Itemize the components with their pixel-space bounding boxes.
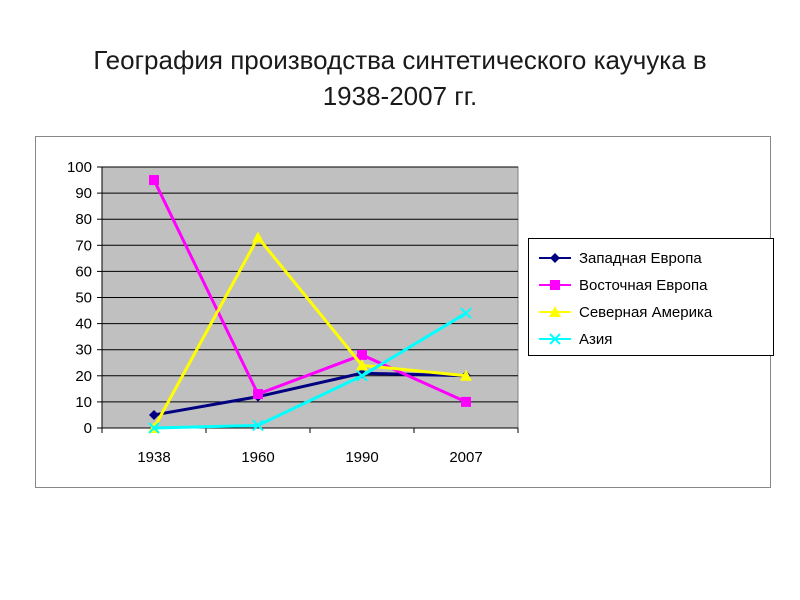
y-tick-label-60: 60 <box>75 263 92 280</box>
y-tick-label-80: 80 <box>75 211 92 228</box>
y-tick-label-30: 30 <box>75 342 92 359</box>
y-tick-label-50: 50 <box>75 290 92 307</box>
series-1-point-2 <box>357 349 367 360</box>
x-tick-label-2007: 2007 <box>449 449 482 466</box>
series-3-point-0 <box>148 422 160 434</box>
legend-label: Западная Европа <box>579 249 702 267</box>
series-line-2 <box>152 234 467 429</box>
y-tick-label-70: 70 <box>75 237 92 254</box>
legend-swatch-icon <box>539 333 571 345</box>
y-tick-label-90: 90 <box>75 185 92 202</box>
series-2-point-3 <box>460 369 472 381</box>
series-line-0 <box>153 371 467 417</box>
y-tick-label-20: 20 <box>75 368 92 385</box>
legend-item-2: Северная Америка <box>537 301 712 323</box>
series-3-point-2 <box>356 370 368 382</box>
series-1-point-3 <box>461 396 471 407</box>
series-line-1 <box>152 179 467 404</box>
legend-swatch-icon <box>539 306 571 317</box>
series-3-point-1 <box>252 419 264 432</box>
legend-item-1: Восточная Европа <box>537 274 707 296</box>
title-text: География производства синтетического ка… <box>93 45 707 111</box>
series-1-point-1 <box>253 389 263 400</box>
series-1-point-0 <box>149 175 159 186</box>
legend-item-3: Азия <box>537 328 612 350</box>
legend-swatch-icon <box>539 280 571 290</box>
y-tick-label-0: 0 <box>84 420 92 437</box>
legend-label: Азия <box>579 330 613 348</box>
x-tick-label-1990: 1990 <box>345 449 378 466</box>
series-2-point-2 <box>356 359 368 371</box>
legend-swatch-icon <box>539 253 571 263</box>
legend-label: Восточная Европа <box>579 276 708 294</box>
series-3-point-3 <box>460 307 472 319</box>
series-2-point-1 <box>252 231 264 243</box>
series-line-3 <box>153 311 467 430</box>
slide-title: География производства синтетического ка… <box>60 42 740 114</box>
chart-legend: Западная Европа Восточная Европа Северная … <box>528 238 774 356</box>
x-tick-label-1960: 1960 <box>241 449 274 466</box>
series-0-point-0 <box>149 409 159 420</box>
x-tick-label-1938: 1938 <box>137 449 170 466</box>
legend-label: Северная Америка <box>579 303 713 321</box>
y-tick-label-100: 100 <box>67 159 92 176</box>
y-tick-label-10: 10 <box>75 394 92 411</box>
legend-item-0: Западная Европа <box>537 247 702 269</box>
y-tick-label-40: 40 <box>75 316 92 333</box>
